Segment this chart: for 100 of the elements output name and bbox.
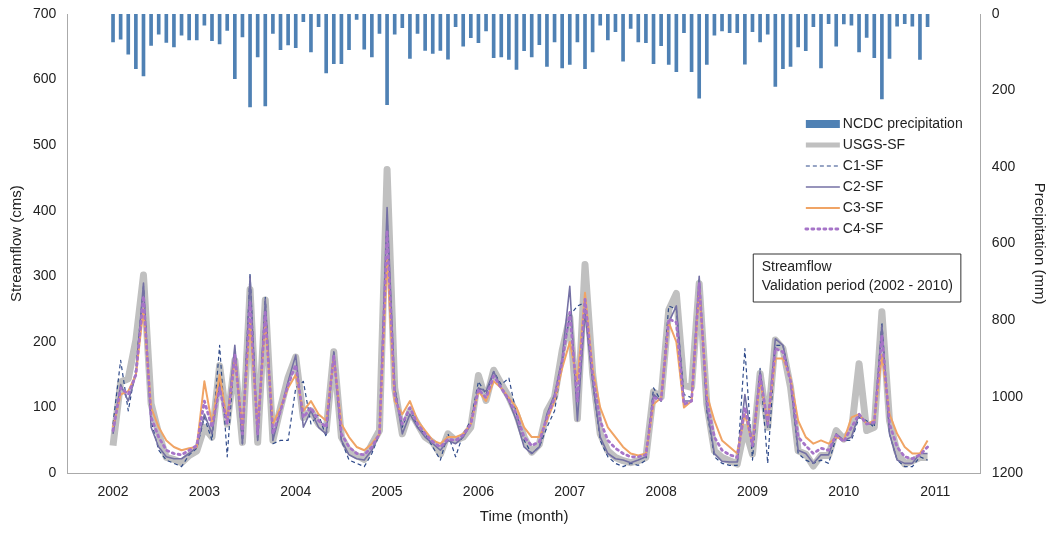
bar	[172, 14, 176, 48]
bar	[446, 14, 450, 60]
bar	[194, 14, 199, 41]
y2-tick-label: 800	[991, 310, 1016, 327]
bar	[666, 14, 671, 65]
y-tick-label: 600	[33, 70, 57, 87]
bar	[430, 14, 435, 54]
bar	[293, 14, 298, 49]
bar	[628, 14, 633, 29]
bar	[271, 14, 275, 34]
bar	[560, 14, 564, 69]
bar	[735, 14, 740, 34]
bar	[819, 14, 823, 69]
bar	[286, 14, 290, 46]
legend-label: NCDC precipitation	[842, 114, 963, 131]
y2-tick-label: 200	[991, 81, 1016, 98]
bar	[392, 14, 397, 35]
bar	[331, 14, 336, 65]
bar	[210, 14, 214, 42]
legend-label: C4-SF	[842, 219, 884, 236]
bar	[507, 14, 511, 60]
y-tick-label: 500	[33, 136, 57, 153]
bar	[872, 14, 877, 58]
bar	[583, 14, 587, 70]
y2-tick-label: 1200	[991, 464, 1024, 481]
bar	[187, 14, 191, 41]
bar	[461, 14, 466, 47]
bar	[682, 14, 686, 34]
x-tick-label: 2007	[554, 483, 586, 500]
bar	[126, 14, 131, 55]
bar	[255, 14, 260, 58]
bar	[773, 14, 778, 87]
bar	[796, 14, 800, 48]
y-tick-label: 100	[33, 398, 57, 415]
y-tick-label: 300	[33, 267, 57, 284]
x-tick-label: 2004	[280, 483, 312, 500]
bar	[857, 14, 861, 53]
bar	[598, 14, 603, 26]
bar	[362, 14, 367, 50]
bar	[225, 14, 230, 31]
bar	[842, 14, 846, 25]
y-tick-label: 700	[33, 4, 57, 21]
y2-tick-label: 600	[991, 234, 1016, 251]
legend-label: C3-SF	[842, 198, 884, 215]
bar	[918, 14, 922, 60]
bar	[895, 14, 899, 27]
bar	[636, 14, 641, 43]
x-tick-label: 2010	[828, 483, 860, 500]
bar	[902, 14, 907, 24]
y-tick-label: 0	[48, 464, 57, 481]
y-tick-label: 200	[33, 332, 57, 349]
bar	[834, 14, 839, 47]
bar	[720, 14, 724, 32]
bar	[248, 14, 252, 108]
y2-axis-title: Precipitation (mm)	[1031, 182, 1049, 305]
bar	[156, 14, 161, 35]
bar	[408, 14, 412, 59]
bar	[499, 14, 504, 58]
y-tick-label: 400	[33, 201, 57, 218]
bar	[704, 14, 709, 65]
bar	[263, 14, 268, 107]
bar	[522, 14, 526, 52]
bar	[765, 14, 770, 35]
bar	[484, 14, 488, 32]
bar	[758, 14, 762, 43]
bar	[545, 14, 549, 67]
y2-tick-label: 0	[991, 4, 1000, 21]
x-tick-label: 2011	[920, 483, 951, 500]
bar	[644, 14, 648, 44]
bar	[233, 14, 237, 79]
x-tick-label: 2008	[645, 483, 677, 500]
y2-tick-label: 1000	[991, 387, 1024, 404]
bar	[111, 14, 115, 43]
bar	[529, 14, 534, 58]
annotation: Streamflow Validation period (2002 - 2010)	[761, 257, 953, 293]
bar	[164, 14, 169, 43]
bar	[134, 14, 138, 70]
bar	[370, 14, 374, 58]
bar	[149, 14, 153, 46]
bar	[468, 14, 473, 39]
bar	[743, 14, 747, 65]
bar	[606, 14, 610, 41]
legend-label: USGS-SF	[842, 135, 906, 152]
bar	[621, 14, 625, 62]
bar	[803, 14, 808, 52]
bar	[567, 14, 572, 65]
bar	[659, 14, 663, 47]
legend-label: C2-SF	[842, 177, 884, 194]
bar	[347, 14, 351, 50]
y2-tick-label: 400	[991, 157, 1016, 174]
x-tick-label: 2003	[188, 483, 221, 500]
x-tick-label: 2002	[97, 483, 129, 500]
bar	[880, 14, 884, 100]
x-tick-label: 2006	[462, 483, 495, 500]
bar	[324, 14, 329, 74]
bar	[423, 14, 427, 51]
bar	[385, 14, 389, 106]
x-tick-label: 2009	[736, 483, 769, 500]
bar	[781, 14, 785, 70]
bar	[697, 14, 702, 99]
